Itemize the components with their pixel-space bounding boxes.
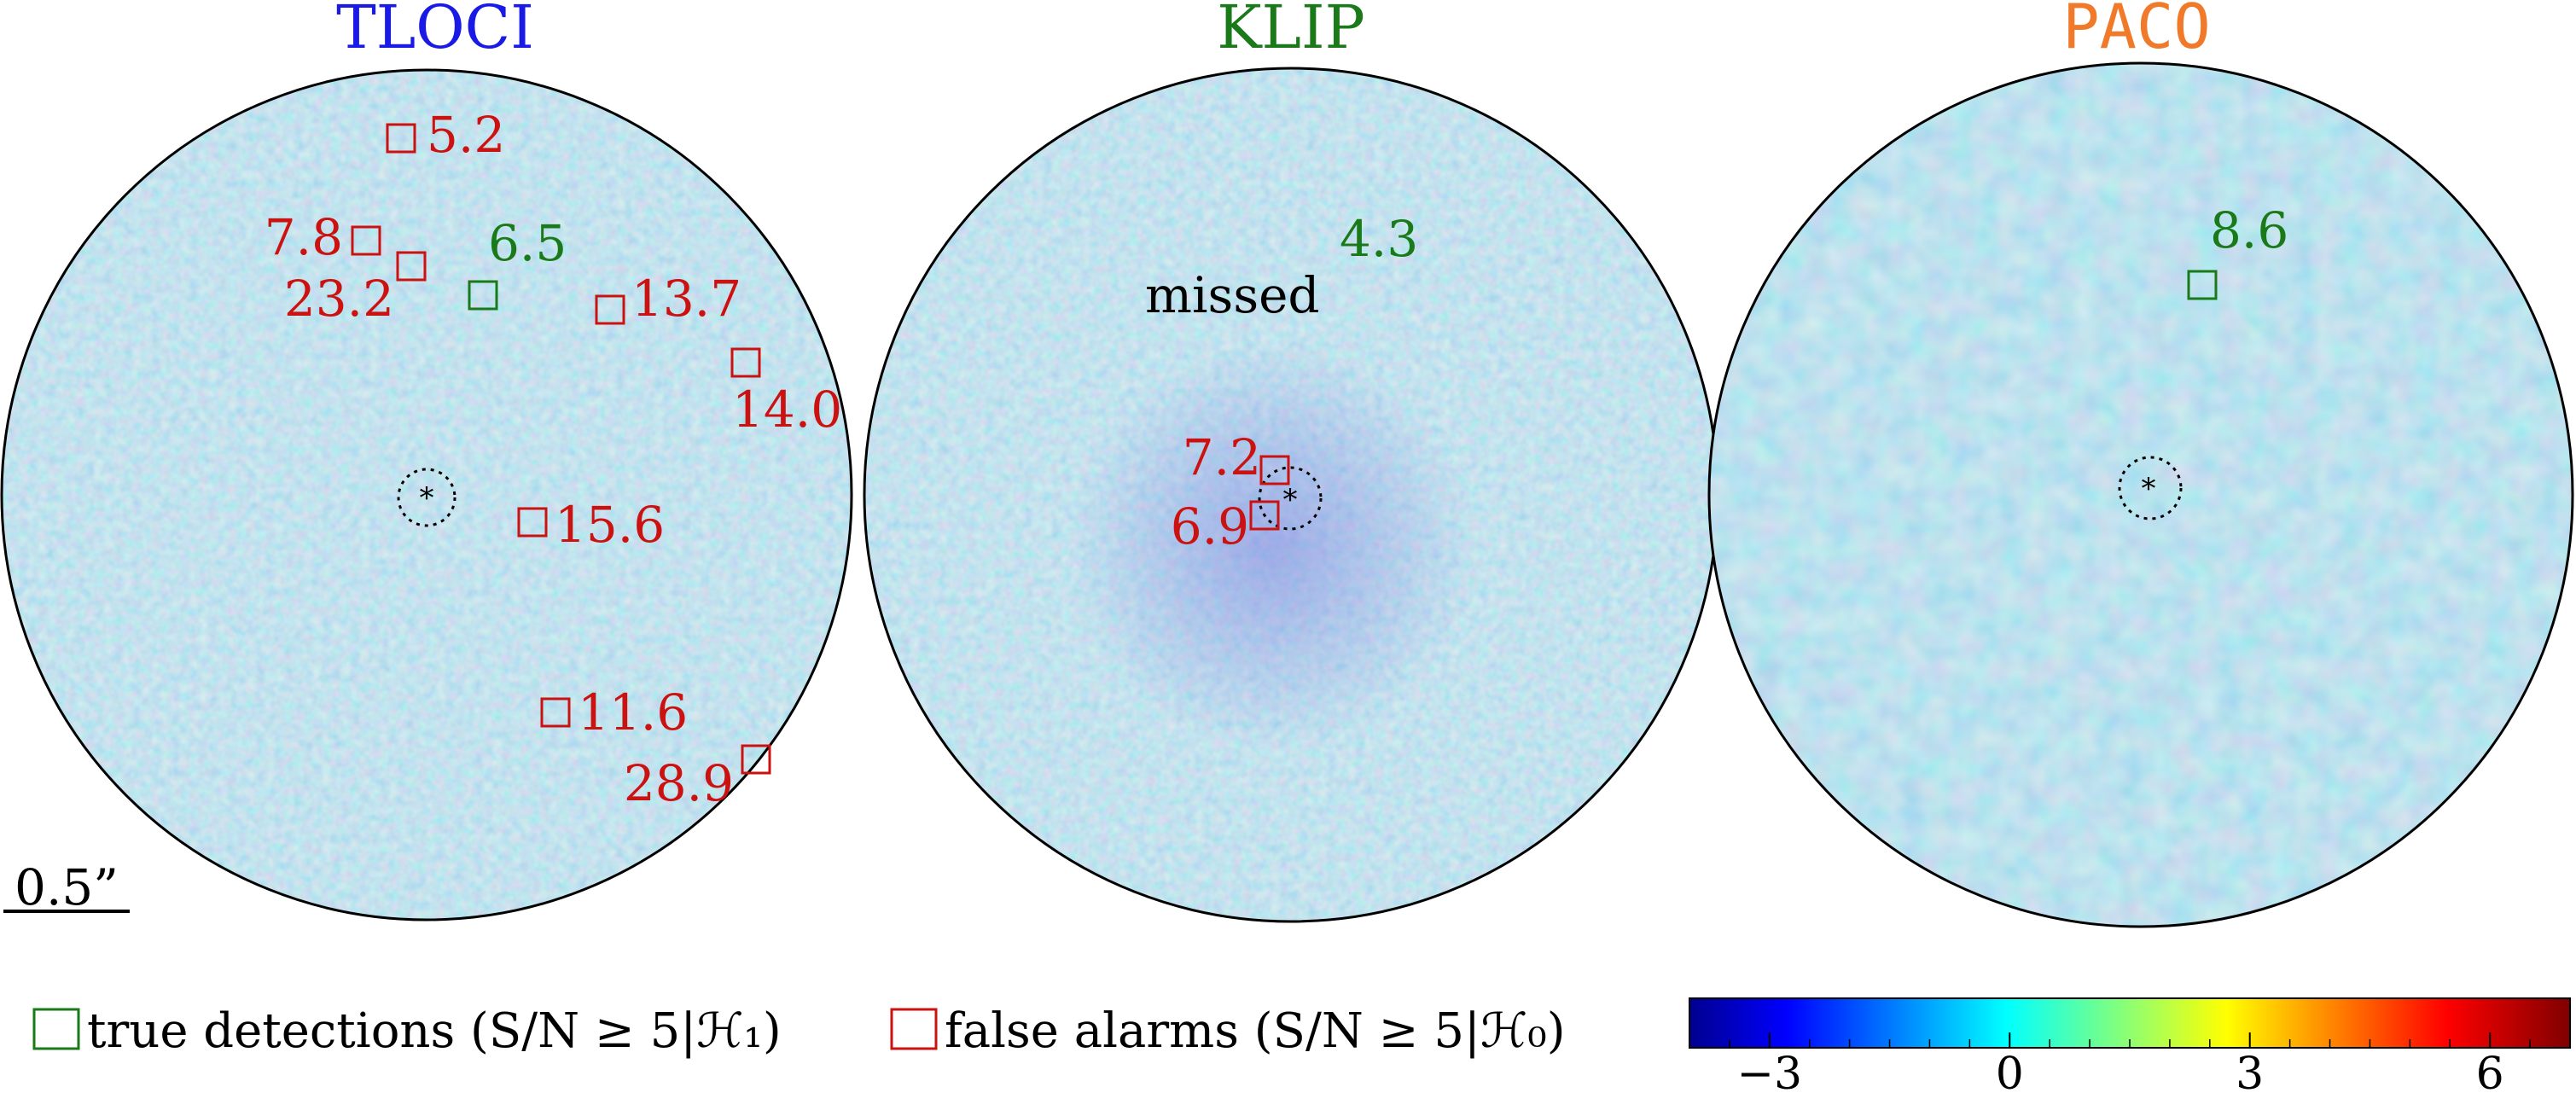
colorbar-tick-label: 3 (2236, 1049, 2264, 1093)
legend-swatch-true (32, 1008, 80, 1050)
panel-title-klip: KLIP (1217, 0, 1365, 62)
panel-title-paco: PACO (2062, 0, 2210, 62)
detection-label: 6.9 (1171, 497, 1249, 555)
star-mask-paco (2118, 456, 2183, 520)
detection-label: 7.2 (1183, 428, 1261, 486)
detection-label: 23.2 (284, 270, 394, 328)
legend-label-true: true detections (S/N ≥ 5|ℋ₁) (87, 1003, 782, 1059)
false-alarm-box (741, 744, 771, 775)
panel-paco: PACO * 8.6 (1707, 0, 2574, 928)
colorbar-minor-ticks (1729, 1039, 2531, 1048)
detection-label: 7.8 (265, 208, 343, 266)
star-mask-tloci (397, 468, 456, 527)
detection-label: 14.0 (732, 381, 842, 439)
missed-label: missed (1145, 266, 1320, 324)
detection-label: 5.2 (427, 106, 505, 164)
panel-title-tloci: TLOCI (336, 0, 534, 62)
detection-label: 8.6 (2210, 201, 2288, 259)
detection-label: 6.5 (488, 214, 567, 272)
detection-label: 4.3 (1340, 210, 1418, 268)
false-alarm-box (386, 123, 416, 154)
false-alarm-box (517, 507, 548, 538)
star-mask-klip (1258, 466, 1323, 531)
false-alarm-box (1259, 455, 1290, 485)
scale-bar-label: 0.5” (15, 858, 119, 916)
star-marker-klip: * (1283, 483, 1298, 517)
colorbar-major-ticks: −3 0 3 6 (1736, 1032, 2504, 1093)
legend-swatch-false (890, 1008, 938, 1050)
false-alarm-box (540, 697, 571, 728)
false-alarm-box (396, 251, 427, 282)
colorbar-tick-label: 6 (2476, 1049, 2504, 1093)
true-detection-box (2187, 270, 2218, 300)
false-alarm-box (595, 294, 625, 325)
colorbar: −3 0 3 6 (1689, 997, 2571, 1093)
detection-label: 11.6 (578, 683, 688, 741)
field-boundary-tloci (0, 68, 853, 921)
detection-label: 13.7 (631, 270, 741, 328)
colorbar-tick-label: 0 (1996, 1049, 2024, 1093)
scale-bar: 0.5” (3, 858, 130, 916)
true-detection-box (468, 280, 498, 311)
star-marker-tloci: * (420, 481, 434, 515)
field-boundary-paco (1707, 61, 2574, 928)
colorbar-tick-label: −3 (1736, 1049, 1802, 1093)
false-alarm-box (1249, 500, 1280, 531)
false-alarm-box (730, 347, 761, 378)
panel-tloci: TLOCI * 5.2 7.8 23.2 6.5 13.7 14.0 15.6 … (0, 0, 853, 921)
false-alarm-box (351, 225, 381, 256)
star-marker-paco: * (2142, 472, 2156, 506)
panel-klip: KLIP * 4.3 missed 7.2 6.9 (863, 0, 1719, 923)
detection-label: 28.9 (624, 754, 734, 812)
legend: true detections (S/N ≥ 5|ℋ₁) false alarm… (32, 1003, 1566, 1059)
legend-label-false: false alarms (S/N ≥ 5|ℋ₀) (945, 1003, 1566, 1059)
detection-label: 15.6 (555, 496, 665, 554)
